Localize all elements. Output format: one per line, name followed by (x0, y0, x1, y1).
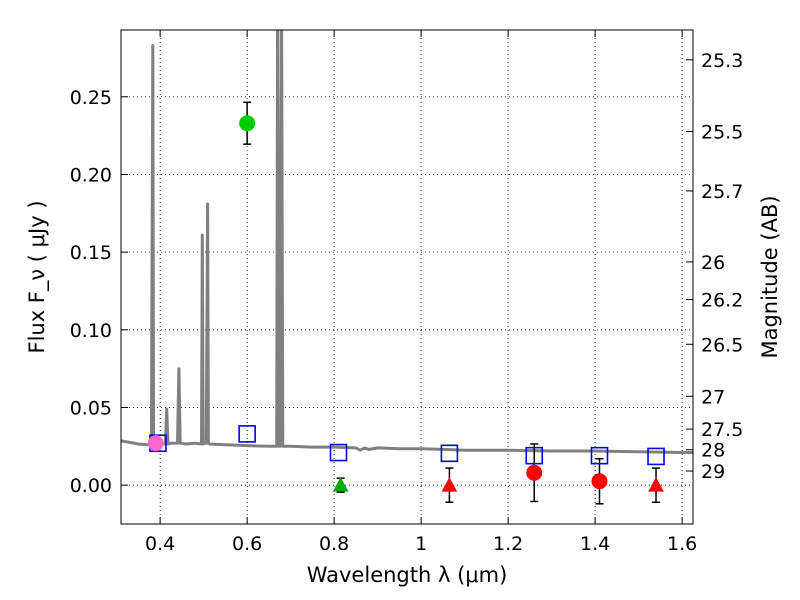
magnitude-tick-label: 28 (701, 440, 725, 462)
magnitude-tick-label: 26 (701, 252, 725, 274)
magnitude-tick-label: 26.5 (701, 334, 743, 356)
model-photometry-square (238, 425, 256, 443)
model-photometry-square (525, 446, 544, 465)
x-tick-label: 1 (415, 533, 427, 555)
model-photometry-square (590, 446, 609, 465)
model-sed-layer (121, 30, 693, 454)
x-axis-label: Wavelength λ (μm) (307, 563, 508, 587)
model-sed-line (121, 30, 693, 454)
y-tick-label: 0.10 (70, 320, 112, 342)
x-tick-label: 0.6 (232, 533, 262, 555)
y-tick-label: 0.25 (70, 87, 112, 109)
markers-layer (147, 115, 665, 492)
magnitude-tick-label: 27 (701, 386, 725, 408)
y-tick-label: 0.05 (70, 397, 112, 419)
error-bars-layer (243, 101, 661, 505)
photometry-point (591, 473, 608, 490)
model-photometry-square (647, 447, 665, 466)
photometry-point (526, 464, 543, 481)
y-tick-label: 0.20 (70, 164, 112, 186)
photometry-point (239, 115, 256, 132)
magnitude-tick-label: 25.5 (701, 121, 743, 143)
upper-limit-triangle (441, 477, 458, 492)
magnitude-tick-label: 29 (701, 461, 725, 483)
upper-limit-triangle (648, 477, 664, 492)
y-axis-label-right: Magnitude (AB) (758, 195, 782, 358)
magnitude-tick-label: 25.7 (701, 181, 743, 203)
magnitude-tick-label: 25.3 (701, 50, 743, 72)
plot-frame (120, 29, 694, 525)
x-tick-label: 1.6 (667, 533, 697, 555)
magnitude-tick-label: 26.2 (701, 290, 743, 312)
upper-limit-triangle (332, 477, 349, 492)
y-tick-label: 0.00 (70, 475, 112, 497)
photometry-point (147, 435, 164, 452)
x-tick-label: 1.4 (580, 533, 610, 555)
y-tick-label: 0.15 (70, 242, 112, 264)
model-photometry-square (440, 444, 459, 463)
x-tick-label: 0.8 (319, 533, 349, 555)
magnitude-tick-label: 27.5 (701, 419, 743, 441)
y-axis-label: Flux F_ν ( μJy ) (25, 200, 50, 353)
x-tick-label: 1.2 (493, 533, 523, 555)
model-photometry-square (329, 443, 348, 462)
axis-ticks: 0.4 0.6 0.8 1 1.2 1.4 1.6 0.00 0.05 0.10 0.15 0.20 0… (70, 30, 743, 555)
x-tick-label: 0.4 (145, 533, 175, 555)
